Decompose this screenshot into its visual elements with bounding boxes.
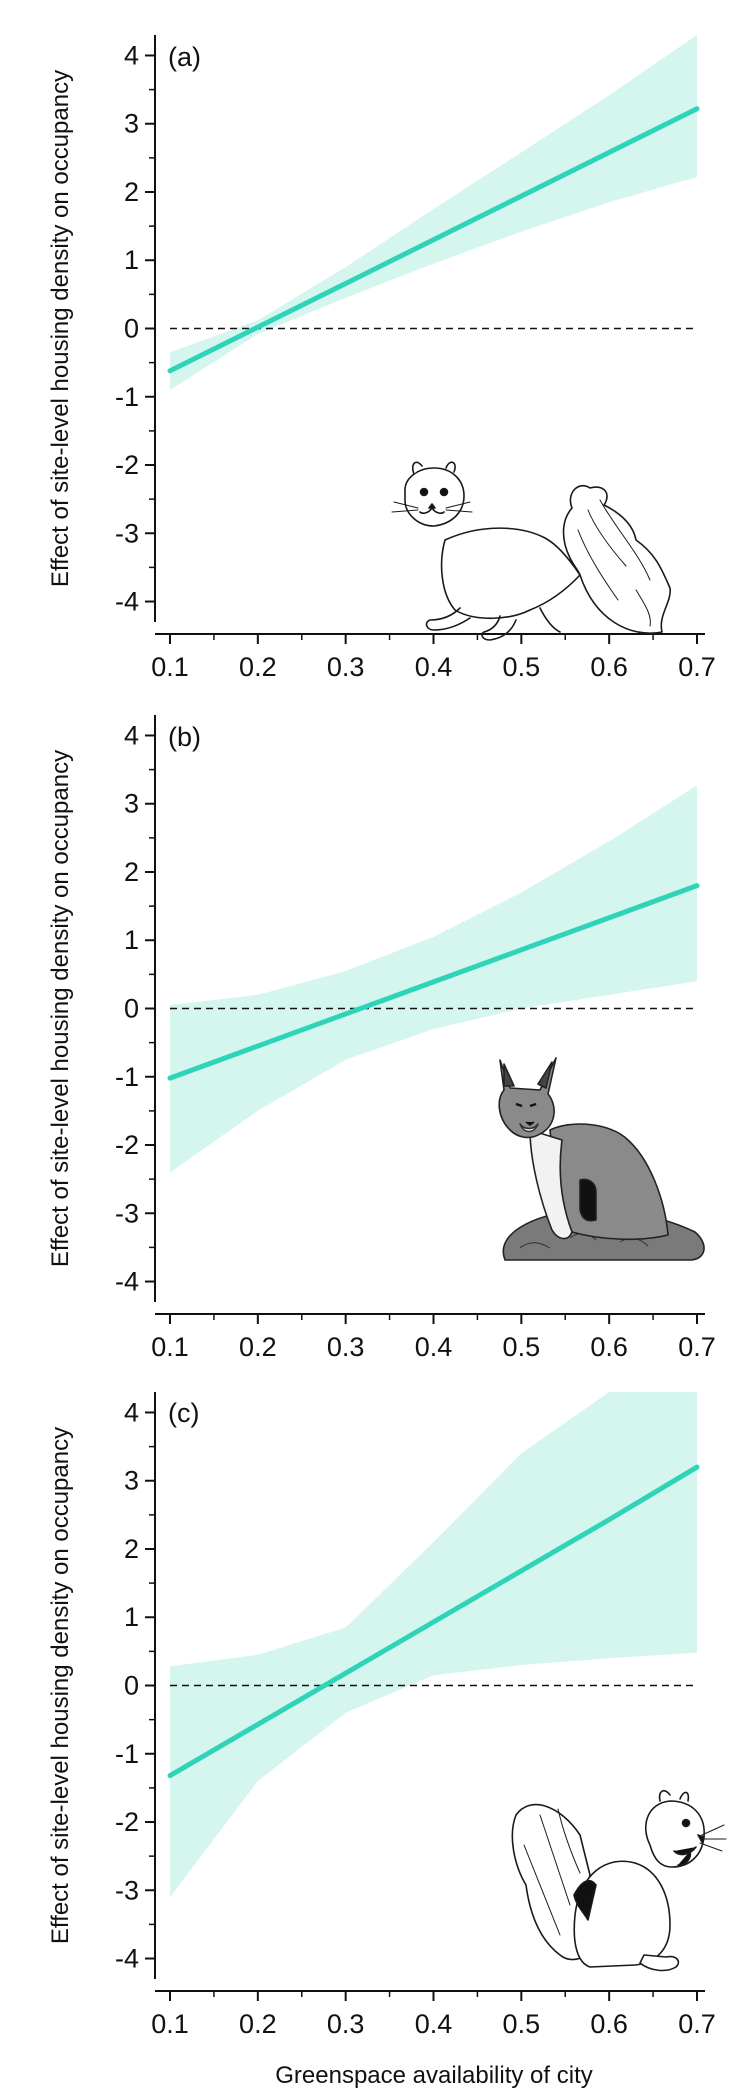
panel-label-c: (c) xyxy=(168,1398,199,1428)
y-tick-label-a: -2 xyxy=(115,450,139,480)
y-tick-label-c: 3 xyxy=(124,1466,139,1496)
y-tick-label-b: 0 xyxy=(124,994,139,1024)
y-tick-label-b: -1 xyxy=(115,1062,139,1092)
y-tick-label-a: -3 xyxy=(115,518,139,548)
x-tick-label-b: 0.5 xyxy=(503,1332,541,1362)
estimate-line-b xyxy=(167,883,700,1081)
y-tick-label-a: 3 xyxy=(124,109,139,139)
panel-label-b: (b) xyxy=(168,722,201,752)
x-tick-label-c: 0.4 xyxy=(415,2009,453,2039)
y-axis-title-a: Effect of site-level housing density on … xyxy=(47,70,74,587)
y-tick-label-a: -4 xyxy=(115,587,139,617)
estimate-line-c xyxy=(167,1464,700,1779)
x-tick-label-c: 0.3 xyxy=(327,2009,365,2039)
x-axis-title: Greenspace availability of city xyxy=(275,2062,592,2089)
panel-a: (a) 4 3 2 1 0 -1 -2 -3 -4 0.1 0.2 0.3 0.4 0.5 0.6 0.7 Ef… xyxy=(47,35,716,682)
x-tick-label-b: 0.1 xyxy=(151,1332,189,1362)
x-tick-label-b: 0.2 xyxy=(239,1332,277,1362)
panel-b: (b) 4 3 2 1 0 -1 -2 -3 -4 0.1 0.2 0.3 0.4 0.5 0.6 0.7 Ef… xyxy=(47,715,716,1362)
y-tick-label-b: -2 xyxy=(115,1130,139,1160)
y-tick-label-c: -4 xyxy=(115,1944,139,1974)
y-tick-label-a: 2 xyxy=(124,177,139,207)
y-axis-title-b: Effect of site-level housing density on … xyxy=(47,750,74,1267)
y-tick-label-b: 3 xyxy=(124,789,139,819)
eastern-gray-squirrel-illustration-c xyxy=(511,1789,727,1972)
x-tick-label-a: 0.3 xyxy=(327,652,365,682)
y-axis-title-c: Effect of site-level housing density on … xyxy=(47,1427,74,1944)
y-tick-label-b: -3 xyxy=(115,1198,139,1228)
estimate-line-a xyxy=(167,106,700,374)
y-tick-label-a: 4 xyxy=(124,40,139,70)
gray-fox-illustration-b xyxy=(498,1057,705,1261)
y-tick-label-a: 1 xyxy=(124,245,139,275)
x-tick-label-b: 0.4 xyxy=(415,1332,453,1362)
x-tick-label-c: 0.6 xyxy=(590,2009,628,2039)
x-tick-label-a: 0.7 xyxy=(678,652,716,682)
x-tick-label-c: 0.1 xyxy=(151,2009,189,2039)
y-tick-label-c: 2 xyxy=(124,1534,139,1564)
x-tick-label-c: 0.5 xyxy=(503,2009,541,2039)
y-tick-label-a: -1 xyxy=(115,382,139,412)
x-tick-label-b: 0.6 xyxy=(590,1332,628,1362)
x-tick-label-a: 0.1 xyxy=(151,652,189,682)
y-tick-label-b: -4 xyxy=(115,1267,139,1297)
x-tick-label-a: 0.4 xyxy=(415,652,453,682)
x-tick-label-a: 0.6 xyxy=(590,652,628,682)
y-tick-label-b: 4 xyxy=(124,720,139,750)
y-tick-label-b: 2 xyxy=(124,857,139,887)
y-tick-label-b: 1 xyxy=(124,925,139,955)
y-tick-label-a: 0 xyxy=(124,314,139,344)
x-tick-label-a: 0.5 xyxy=(503,652,541,682)
y-tick-label-c: 1 xyxy=(124,1602,139,1632)
y-tick-label-c: -2 xyxy=(115,1807,139,1837)
confidence-band-a xyxy=(170,35,697,390)
y-tick-label-c: -1 xyxy=(115,1739,139,1769)
x-tick-label-b: 0.3 xyxy=(327,1332,365,1362)
panel-c: (c) 4 3 2 1 0 -1 -2 -3 -4 0.1 0.2 0.3 0.4 0.5 0.6 0.7 Ef… xyxy=(47,1392,727,2039)
x-tick-label-c: 0.2 xyxy=(239,2009,277,2039)
tree-squirrel-illustration-a xyxy=(391,461,671,641)
x-tick-label-c: 0.7 xyxy=(678,2009,716,2039)
x-tick-label-b: 0.7 xyxy=(678,1332,716,1362)
y-tick-label-c: 0 xyxy=(124,1671,139,1701)
confidence-band-c xyxy=(170,1392,697,1898)
confidence-band-b xyxy=(170,785,697,1173)
y-tick-label-c: -3 xyxy=(115,1875,139,1905)
y-tick-label-c: 4 xyxy=(124,1397,139,1427)
x-tick-label-a: 0.2 xyxy=(239,652,277,682)
panel-label-a: (a) xyxy=(168,42,201,72)
